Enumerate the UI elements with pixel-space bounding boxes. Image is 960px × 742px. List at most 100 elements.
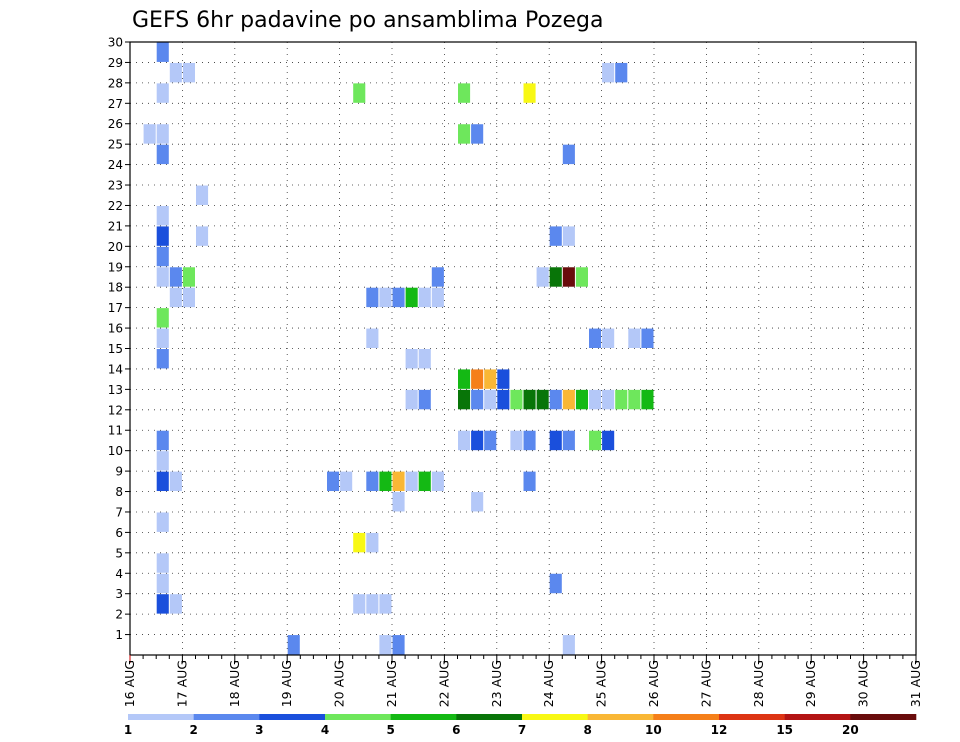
heatmap-cell [602, 430, 615, 451]
heatmap-cell [405, 349, 418, 369]
legend-swatch [456, 714, 523, 720]
heatmap-cell [562, 430, 575, 451]
plot-frame [129, 41, 917, 656]
heatmap-cell [549, 267, 562, 287]
heatmap-cell [615, 62, 628, 83]
heatmap-cell [169, 62, 182, 83]
x-tick-label: 27 AUG [698, 660, 713, 707]
heatmap-cell [549, 573, 562, 594]
heatmap-cell [156, 451, 169, 471]
heatmap-cell [628, 328, 641, 348]
heatmap-cell [156, 246, 169, 267]
heatmap-cell [392, 287, 405, 308]
heatmap-cell [405, 287, 418, 308]
heatmap-cell [379, 287, 392, 308]
heatmap-cell [471, 389, 484, 410]
heatmap-cell [379, 594, 392, 614]
x-tick-label: 24 AUG [541, 660, 556, 707]
heatmap-cell [182, 287, 195, 308]
heatmap-cell [156, 83, 169, 103]
heatmap-cell [562, 226, 575, 246]
y-tick-label: 13 [108, 383, 123, 397]
heatmap-cell [615, 389, 628, 410]
heatmap-cell [549, 226, 562, 246]
heatmap-cell [628, 389, 641, 410]
y-tick-label: 22 [108, 199, 123, 213]
heatmap-cell [392, 635, 405, 655]
y-tick-label: 20 [108, 240, 123, 254]
heatmap-cell [458, 124, 471, 144]
color-legend: 1 2 3 4 5 6 7 8 10 12 15 20 [124, 714, 917, 737]
heatmap-cell [549, 430, 562, 451]
grid-lines [130, 42, 916, 655]
heatmap-cell [156, 430, 169, 451]
heatmap-cell [392, 492, 405, 512]
heatmap-cell [156, 144, 169, 165]
heatmap-cell [366, 287, 379, 308]
y-tick-label: 30 [108, 36, 123, 50]
legend-swatch [522, 714, 588, 720]
heatmap-cell [589, 430, 602, 451]
heatmap-cell [169, 267, 182, 287]
heatmap-cell [156, 267, 169, 287]
heatmap-cell [589, 389, 602, 410]
y-tick-label: 6 [115, 526, 123, 540]
y-tick-label: 24 [108, 158, 123, 172]
heatmap-cell [169, 287, 182, 308]
heatmap-cell [575, 389, 588, 410]
heatmap-cell [458, 430, 471, 451]
heatmap-cell [366, 594, 379, 614]
y-tick-label: 19 [108, 260, 123, 274]
heatmap-cell [549, 389, 562, 410]
chart-title: GEFS 6hr padavine po ansamblima Pozega [132, 8, 603, 33]
heatmap-cell [431, 267, 444, 287]
heatmap-cell [366, 328, 379, 348]
legend-swatch [784, 714, 851, 720]
x-tick-label: 26 AUG [646, 660, 661, 707]
legend-swatch [259, 714, 326, 720]
y-tick-label: 25 [108, 138, 123, 152]
heatmap-cell [379, 471, 392, 492]
x-tick-label: 18 AUG [227, 660, 242, 707]
heatmap-cell [562, 389, 575, 410]
heatmap-cell [196, 185, 209, 205]
x-tick-label: 25 AUG [594, 660, 609, 707]
heatmap-cell [405, 471, 418, 492]
y-tick-label: 1 [115, 628, 123, 642]
y-tick-label: 28 [108, 76, 123, 90]
heatmap-cell [353, 83, 366, 103]
heatmap-cell [156, 124, 169, 144]
heatmap-cell [602, 328, 615, 348]
heatmap-cell [562, 635, 575, 655]
y-tick-label: 18 [108, 281, 123, 295]
x-tick-label: 16 AUG [122, 660, 137, 707]
legend-label: 1 [124, 723, 132, 737]
heatmap-cell [562, 267, 575, 287]
heatmap-cell [523, 389, 536, 410]
heatmap-cell [156, 308, 169, 328]
heatmap-cell [366, 471, 379, 492]
heatmap-cell [156, 553, 169, 573]
heatmap-cell [471, 430, 484, 451]
heatmap-cell [602, 389, 615, 410]
heatmap-cell [458, 369, 471, 389]
legend-label: 7 [518, 723, 526, 737]
heatmap-cell [418, 471, 431, 492]
x-tick-label: 31 AUG [908, 660, 923, 707]
y-tick-label: 5 [115, 546, 123, 560]
heatmap-cell [497, 369, 510, 389]
heatmap-cell [156, 328, 169, 348]
legend-label: 15 [776, 723, 793, 737]
y-tick-label: 23 [108, 179, 123, 193]
heatmap-cell [471, 492, 484, 512]
y-tick-label: 27 [108, 97, 123, 111]
x-tick-label: 20 AUG [332, 660, 347, 707]
heatmap-cell [497, 389, 510, 410]
x-tick-label: 23 AUG [489, 660, 504, 707]
heatmap-cell [484, 369, 497, 389]
heatmap-cell [405, 389, 418, 410]
legend-swatch [719, 714, 785, 720]
y-tick-label: 11 [108, 424, 123, 438]
legend-label: 20 [842, 723, 859, 737]
